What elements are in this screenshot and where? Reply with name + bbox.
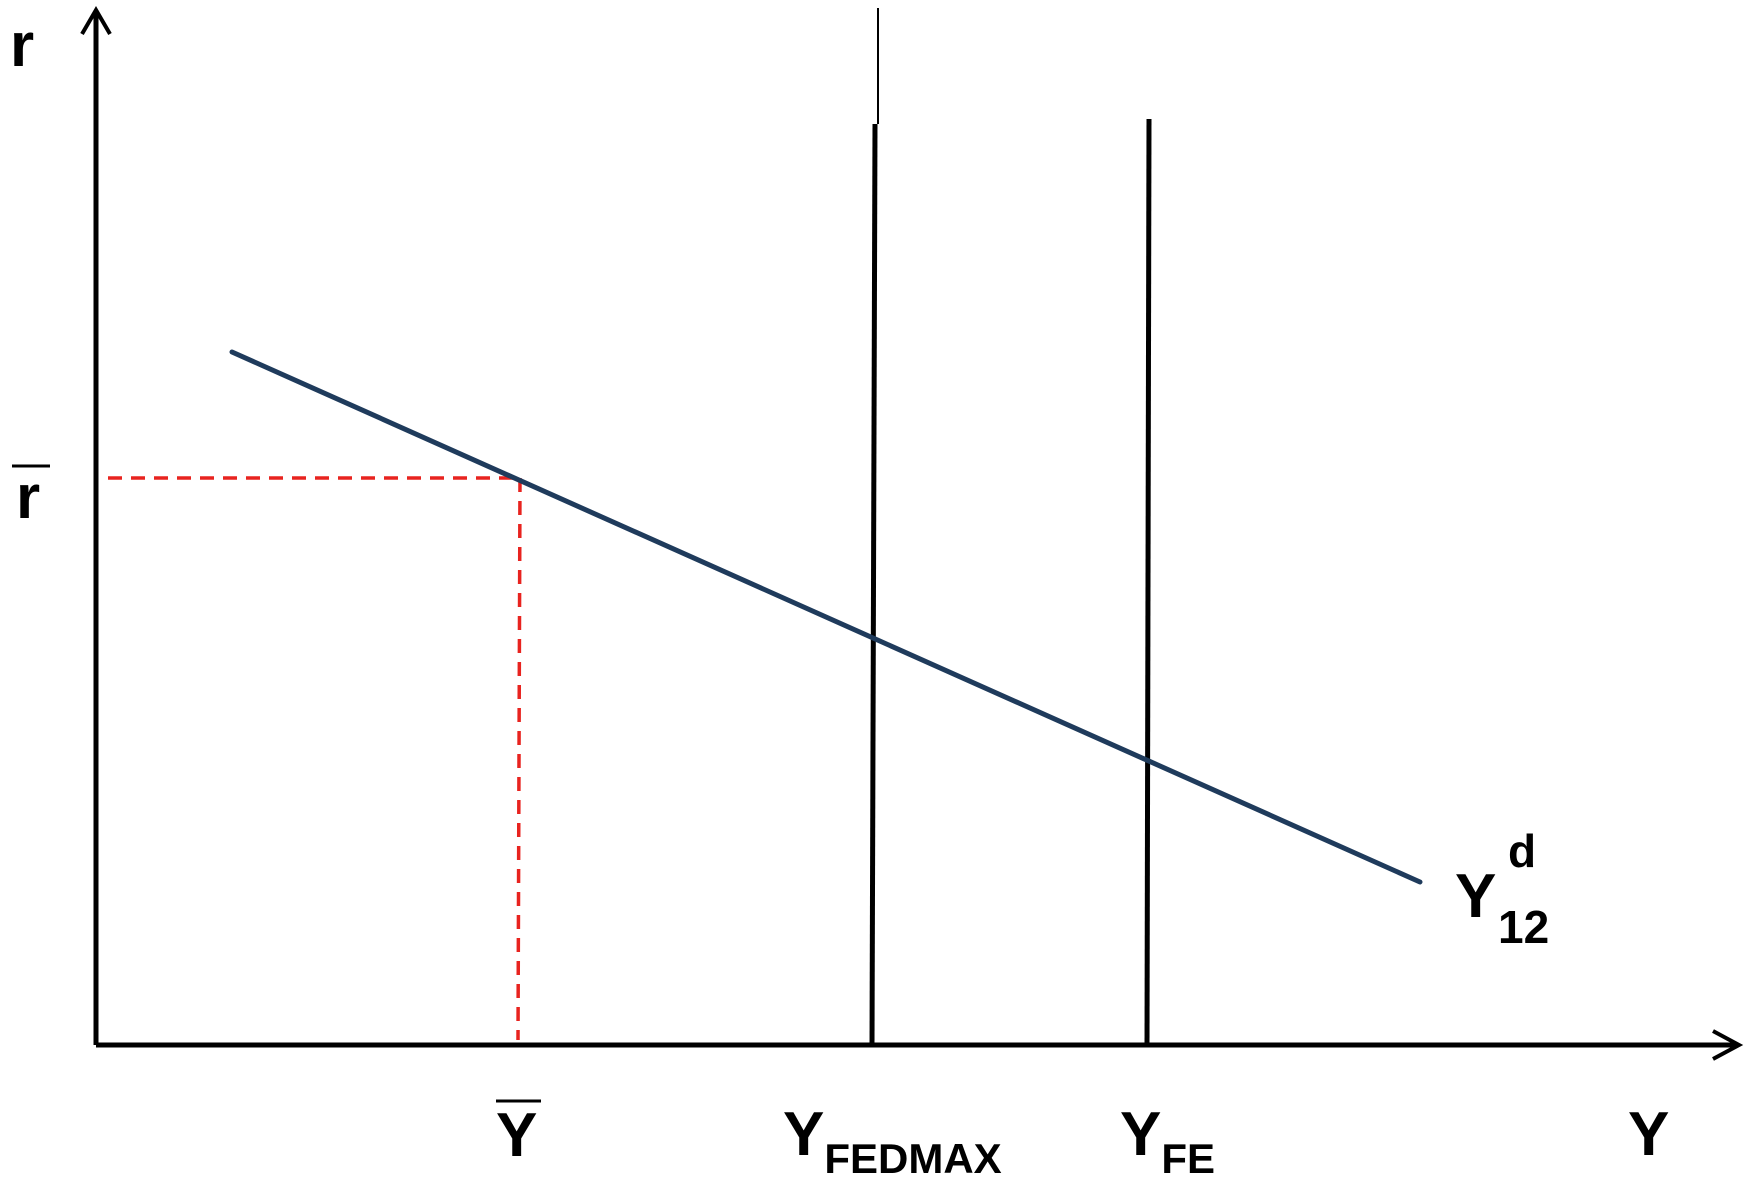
x-axis-label: Y (1628, 1100, 1669, 1169)
y-fedmax-sub: FEDMAX (824, 1135, 1001, 1181)
x-axis-arrowhead (1712, 1029, 1744, 1061)
y-bar-guide (516, 477, 522, 1041)
y-bar-label: Y (496, 1101, 537, 1170)
demand-curve (229, 349, 1423, 885)
y-fedmax-line (869, 123, 878, 1046)
y-fedmax-label: YFEDMAX (783, 1100, 1002, 1181)
r-bar-label: r (16, 463, 40, 532)
guide-lines (108, 476, 522, 1041)
demand-label-main: Y (1455, 862, 1496, 931)
labels: r r Y YFEDMAX YFE Y Y d 12 (10, 11, 1669, 1181)
demand-label-sub: 12 (1498, 901, 1549, 953)
y-fe-line (1144, 118, 1152, 1046)
y-fe-sub: FE (1161, 1135, 1215, 1181)
demand-label-sup: d (1508, 825, 1536, 877)
vertical-lines (869, 8, 1152, 1046)
y-fe-label: YFE (1120, 1100, 1215, 1181)
y-axis-arrowhead (80, 6, 112, 36)
axes (80, 6, 1744, 1061)
y-fe-main: Y (1120, 1100, 1161, 1169)
y-fedmax-main: Y (783, 1100, 824, 1169)
y-axis-label: r (10, 11, 34, 80)
